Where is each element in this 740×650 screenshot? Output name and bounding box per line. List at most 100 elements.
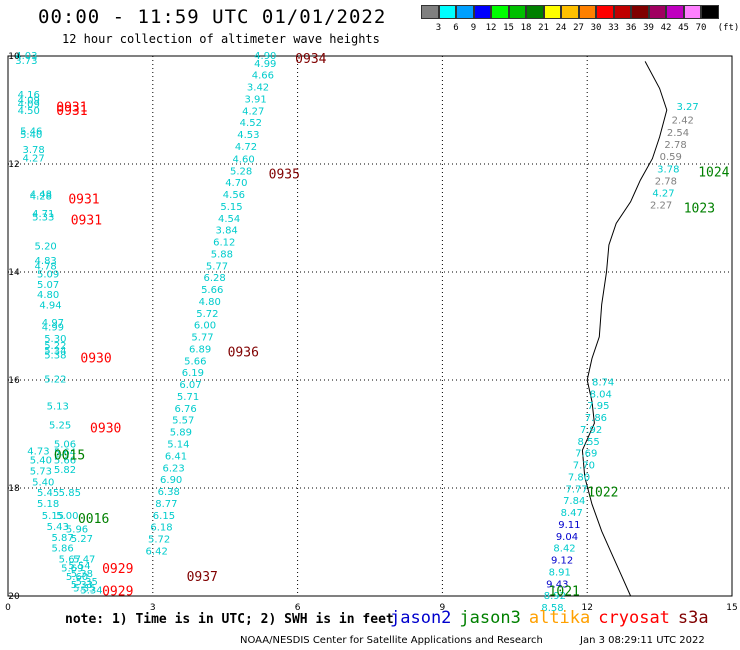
wave-height-value: 9.12 — [551, 556, 573, 567]
pass-time-label: 0937 — [187, 570, 218, 585]
map-frame — [7, 55, 733, 597]
pass-time-label: 1023 — [684, 201, 715, 216]
wave-height-value: 4.99 — [254, 59, 276, 70]
satellite-name: cryosat — [598, 608, 670, 628]
legend-label: 42 — [660, 23, 672, 33]
pass-time-label: 0931 — [71, 214, 102, 229]
legend-unit: (ft) — [717, 23, 740, 33]
legend-label: 12 — [485, 23, 497, 33]
pass-time-label: 0016 — [78, 512, 109, 527]
wave-height-value: 3.78 — [22, 145, 44, 156]
wave-height-value: 0.59 — [660, 152, 682, 163]
wave-height-value: 6.19 — [182, 368, 204, 379]
legend-swatch — [491, 5, 509, 19]
x-tick-label: 15 — [726, 603, 737, 613]
generated-timestamp: Jan 3 08:29:11 UTC 2022 — [580, 635, 705, 646]
wave-height-value: 5.28 — [230, 166, 252, 177]
pass-time-label: 0936 — [228, 345, 259, 360]
wave-height-value: 4.66 — [252, 71, 274, 82]
legend-label: 27 — [573, 23, 584, 33]
wave-height-value: 5.96 — [66, 524, 88, 535]
wave-height-value: 3.42 — [247, 83, 269, 94]
legend-swatch — [456, 5, 474, 19]
wave-height-value: 5.20 — [35, 241, 57, 252]
wave-height-value: 5.82 — [54, 465, 76, 476]
legend-swatch — [473, 5, 491, 19]
legend-label: 30 — [590, 23, 602, 33]
wave-height-value: 7.69 — [575, 449, 597, 460]
legend-label: 70 — [695, 23, 707, 33]
wave-height-value: 8.04 — [590, 389, 612, 400]
wave-height-value: 2.27 — [650, 200, 672, 211]
wave-height-value: 3.73 — [15, 56, 37, 67]
pass-time-label: 0930 — [80, 351, 111, 366]
wave-height-value: 2.78 — [655, 177, 677, 188]
wave-height-value: 5.72 — [196, 309, 218, 320]
pass-time-label: 0929 — [102, 585, 133, 600]
wave-height-value: 6.28 — [203, 273, 225, 284]
legend-swatch — [631, 5, 649, 19]
legend-swatch — [526, 5, 544, 19]
x-tick-label: 9 — [440, 603, 446, 613]
legend-swatch — [613, 5, 631, 19]
wave-height-value: 6.07 — [179, 380, 201, 391]
legend-swatch — [421, 5, 439, 19]
x-tick-label: 3 — [150, 603, 156, 613]
pass-time-label: 0931 — [68, 193, 99, 208]
y-tick-label: 16 — [8, 376, 20, 386]
wave-height-value: 5.43 — [47, 522, 69, 533]
wave-height-value: 4.09 — [18, 99, 40, 110]
legend-swatch — [561, 5, 579, 19]
wave-height-value: 4.03 — [15, 51, 37, 62]
legend-label: 21 — [538, 23, 549, 33]
wave-height-value: 4.27 — [22, 153, 44, 164]
legend-label: 36 — [625, 23, 637, 33]
wave-height-value: 5.40 — [32, 477, 54, 488]
y-tick-label: 20 — [8, 592, 20, 602]
wave-height-value: 7.86 — [585, 413, 607, 424]
wave-height-value: 8.92 — [544, 591, 566, 602]
wave-height-value: 5.77 — [191, 333, 213, 344]
satellite-name: altika — [528, 608, 591, 628]
credit-text: NOAA/NESDIS Center for Satellite Applica… — [240, 635, 543, 646]
legend-label: 3 — [435, 23, 442, 33]
wave-height-value: 6.12 — [213, 238, 235, 249]
legend-label: 39 — [643, 23, 654, 33]
legend-swatch — [666, 5, 684, 19]
wave-height-value: 7.84 — [563, 496, 585, 507]
wave-height-value: 5.27 — [71, 534, 93, 545]
wave-height-value: 4.94 — [39, 301, 61, 312]
wave-height-value: 6.42 — [146, 546, 168, 557]
wave-height-value: 4.60 — [232, 154, 254, 165]
pass-time-label: 1024 — [698, 166, 729, 181]
wave-height-value: 6.38 — [158, 487, 180, 498]
wave-height-value: 2.78 — [664, 140, 686, 151]
pass-time-label: 0931 — [56, 104, 87, 119]
wave-height-value: 5.72 — [148, 535, 170, 546]
wave-height-value: 4.48 — [30, 189, 52, 200]
wave-height-value: 6.89 — [189, 344, 211, 355]
wave-height-value: 9.43 — [546, 579, 568, 590]
wave-height-value: 4.71 — [32, 209, 54, 220]
wave-height-value: 4.54 — [218, 214, 240, 225]
wave-height-value: 5.60 — [66, 572, 88, 583]
wave-height-value: 5.57 — [172, 416, 194, 427]
wave-height-value: 5.34 — [44, 346, 66, 357]
wave-height-value: 8.91 — [549, 567, 571, 578]
wave-height-value: 5.66 — [54, 456, 76, 467]
wave-height-value: 3.84 — [216, 226, 238, 237]
wave-height-value: 5.38 — [71, 569, 93, 580]
wave-height-value: 5.22 — [44, 341, 66, 352]
wave-height-value: 5.54 — [68, 561, 90, 572]
wave-height-value: 4.78 — [35, 261, 57, 272]
wave-height-value: 5.47 — [73, 555, 95, 566]
wave-height-value: 8.74 — [592, 377, 614, 388]
legend-label: 45 — [678, 23, 689, 33]
pass-time-label: 1022 — [587, 485, 618, 500]
wave-height-value: 6.18 — [150, 523, 172, 534]
wave-height-value: 4.99 — [42, 322, 64, 333]
wave-height-value: 5.35 — [73, 584, 95, 595]
pass-time-label: 0930 — [90, 422, 121, 437]
wave-height-value: 5.71 — [177, 392, 199, 403]
legend-label: 18 — [520, 23, 532, 33]
